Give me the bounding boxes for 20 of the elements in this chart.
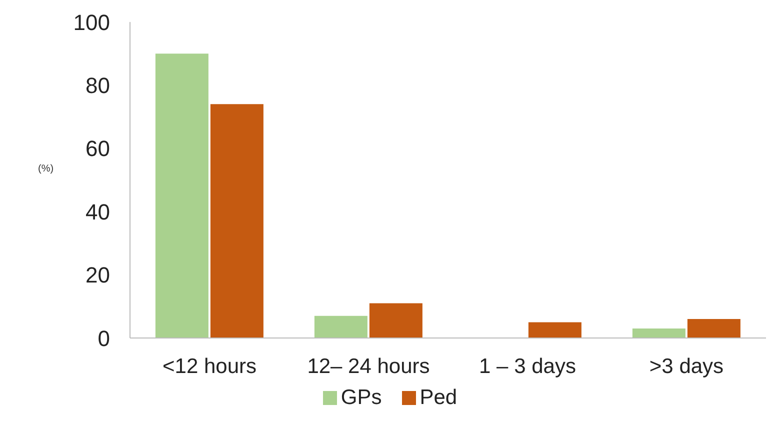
y-axis-title: (%) bbox=[38, 164, 54, 175]
x-tick-label: >3 days bbox=[649, 354, 724, 378]
bar bbox=[210, 104, 264, 338]
x-tick-label: 12– 24 hours bbox=[307, 354, 430, 378]
bar bbox=[369, 303, 422, 338]
y-tick-label: 100 bbox=[73, 10, 110, 35]
bar bbox=[687, 319, 740, 338]
y-tick-label: 0 bbox=[98, 326, 110, 351]
x-tick-label: <12 hours bbox=[162, 354, 256, 378]
legend-label: GPs bbox=[340, 386, 382, 409]
bar bbox=[314, 316, 368, 338]
y-tick-label: 80 bbox=[86, 73, 110, 98]
bar bbox=[632, 328, 686, 338]
y-tick-label: 40 bbox=[86, 199, 110, 224]
x-tick-label: 1 – 3 days bbox=[479, 354, 576, 378]
y-tick-label: 60 bbox=[86, 136, 110, 162]
bar bbox=[155, 54, 208, 338]
legend-label: Ped bbox=[420, 386, 458, 409]
bar bbox=[528, 322, 582, 338]
y-tick-label: 20 bbox=[86, 262, 110, 288]
